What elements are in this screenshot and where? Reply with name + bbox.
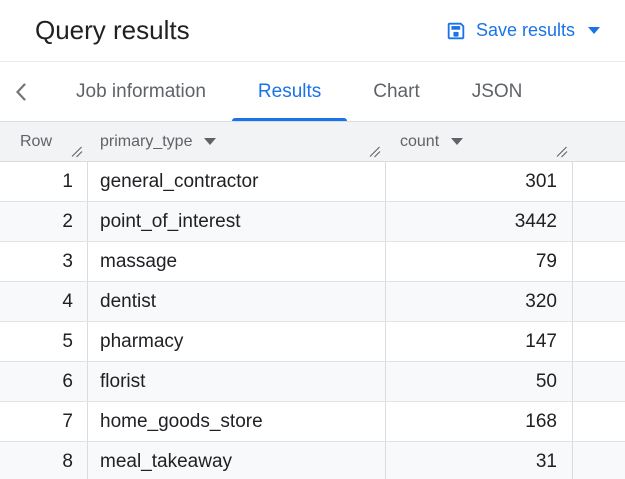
row-number-cell: 3 (0, 242, 88, 281)
table-header: Row primary_type count (0, 122, 625, 162)
primary-type-cell: general_contractor (88, 162, 386, 201)
column-label-primary-type: primary_type (100, 132, 193, 150)
column-header-row: Row (0, 122, 88, 161)
filler-cell (573, 202, 625, 241)
row-number-cell: 2 (0, 202, 88, 241)
row-number-cell: 4 (0, 282, 88, 321)
count-cell: 320 (386, 282, 573, 321)
table-row: 1 general_contractor 301 (0, 162, 625, 202)
filler-cell (573, 242, 625, 281)
panel-header: Query results Save results (0, 0, 625, 62)
count-cell: 168 (386, 402, 573, 441)
column-label-count: count (400, 132, 440, 150)
primary-type-cell: home_goods_store (88, 402, 386, 441)
table-row: 8 meal_takeaway 31 (0, 442, 625, 479)
table-row: 7 home_goods_store 168 (0, 402, 625, 442)
column-header-count: count (386, 122, 573, 161)
count-cell: 31 (386, 442, 573, 479)
column-menu-caret-icon[interactable] (204, 138, 217, 145)
tabs-scroll-left-button[interactable] (15, 62, 26, 121)
count-cell: 301 (386, 162, 573, 201)
count-cell: 147 (386, 322, 573, 361)
column-label-row: Row (20, 132, 53, 150)
chevron-left-icon (15, 82, 26, 101)
column-resize-handle[interactable] (71, 146, 83, 158)
filler-cell (573, 362, 625, 401)
table-row: 6 florist 50 (0, 362, 625, 402)
save-icon (447, 22, 465, 39)
table-row: 5 pharmacy 147 (0, 322, 625, 362)
filler-cell (573, 162, 625, 201)
count-cell: 50 (386, 362, 573, 401)
row-number-cell: 6 (0, 362, 88, 401)
table-row: 4 dentist 320 (0, 282, 625, 322)
column-menu-caret-icon[interactable] (451, 138, 464, 145)
filler-cell (573, 282, 625, 321)
row-number-cell: 5 (0, 322, 88, 361)
column-header-primary-type: primary_type (88, 122, 386, 161)
tab-job-information[interactable]: Job information (50, 62, 232, 121)
table-body: 1 general_contractor 301 2 point_of_inte… (0, 162, 625, 479)
filler-cell (573, 322, 625, 361)
filler-cell (573, 442, 625, 479)
primary-type-cell: point_of_interest (88, 202, 386, 241)
results-tabbar: Job information Results Chart JSON (0, 62, 625, 122)
count-cell: 79 (386, 242, 573, 281)
tab-json[interactable]: JSON (446, 62, 549, 121)
primary-type-cell: dentist (88, 282, 386, 321)
table-row: 3 massage 79 (0, 242, 625, 282)
row-number-cell: 7 (0, 402, 88, 441)
primary-type-cell: pharmacy (88, 322, 386, 361)
column-resize-handle[interactable] (369, 146, 381, 158)
row-number-cell: 1 (0, 162, 88, 201)
tab-chart[interactable]: Chart (347, 62, 445, 121)
column-resize-handle[interactable] (556, 146, 568, 158)
save-dropdown-caret-icon (588, 27, 600, 34)
save-results-label: Save results (475, 20, 575, 40)
row-number-cell: 8 (0, 442, 88, 479)
primary-type-cell: massage (88, 242, 386, 281)
count-cell: 3442 (386, 202, 573, 241)
save-results-button[interactable]: Save results (445, 20, 600, 42)
page-title: Query results (35, 15, 190, 45)
table-row: 2 point_of_interest 3442 (0, 202, 625, 242)
filler-cell (573, 402, 625, 441)
column-header-filler (573, 122, 625, 161)
primary-type-cell: florist (88, 362, 386, 401)
tab-results[interactable]: Results (231, 62, 348, 121)
primary-type-cell: meal_takeaway (88, 442, 386, 479)
